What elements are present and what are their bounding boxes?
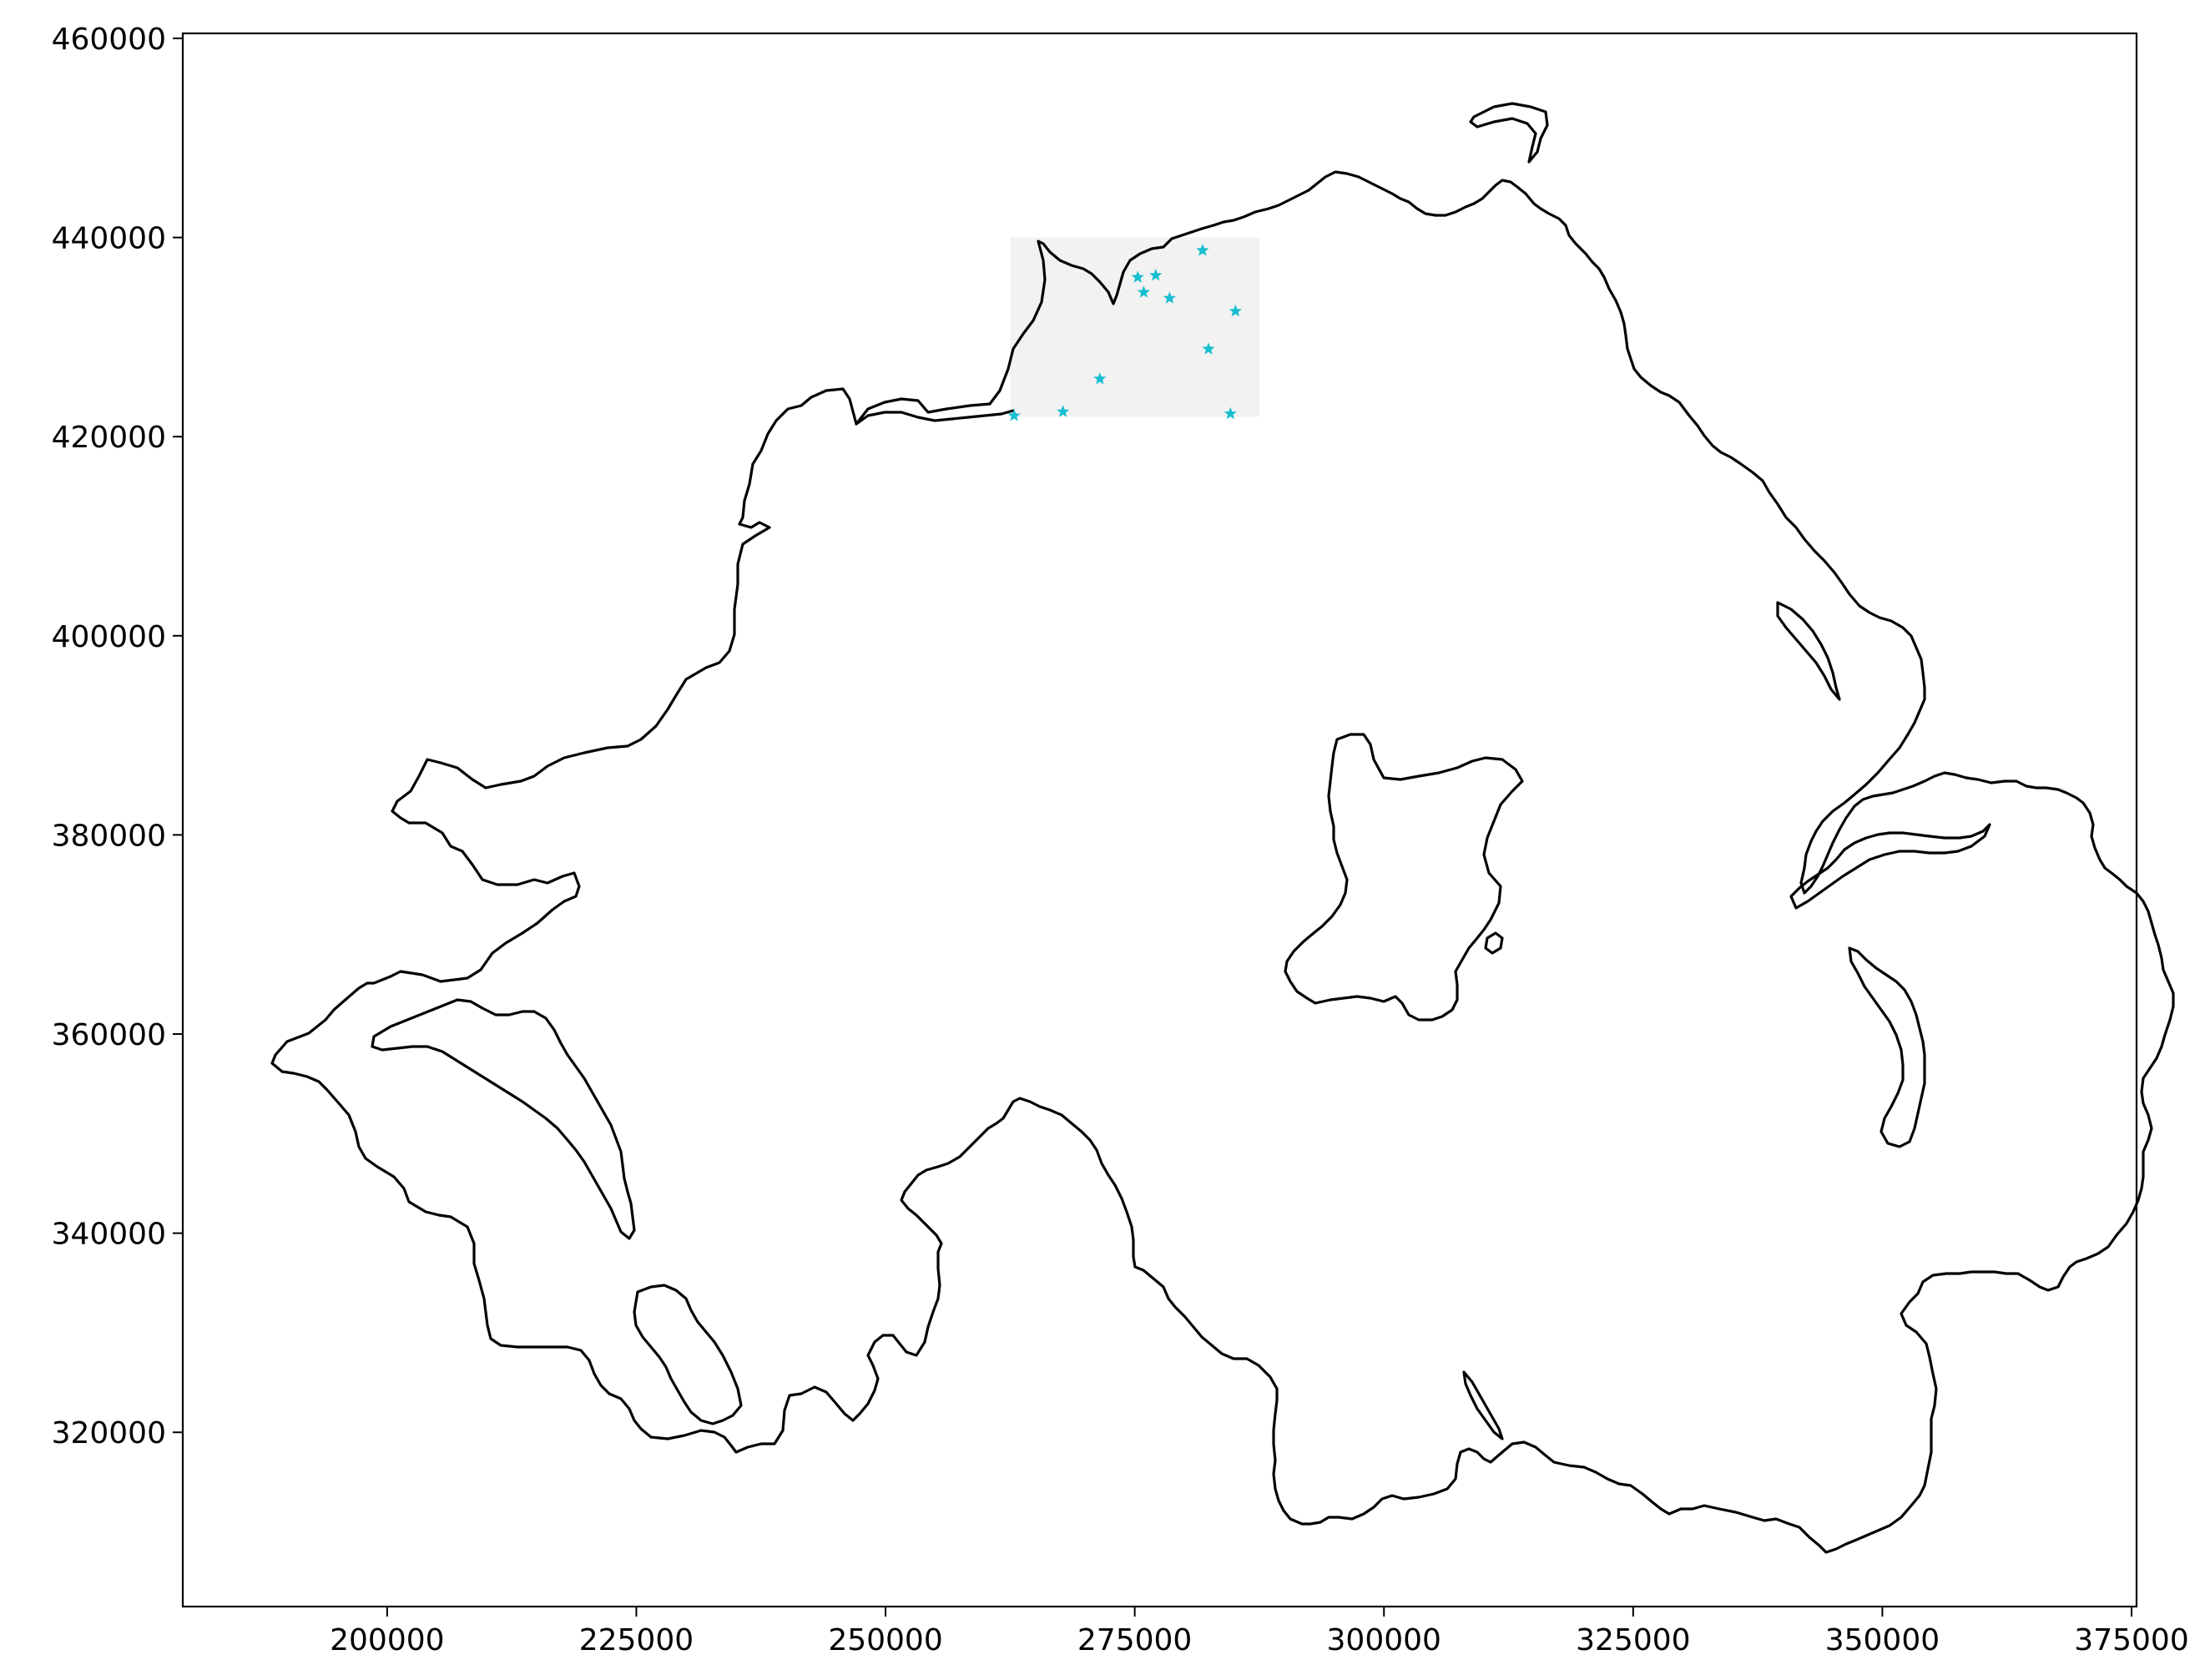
y-tick-label: 440000 xyxy=(52,222,166,256)
y-tick-label: 380000 xyxy=(52,819,166,853)
coastline-mainland xyxy=(270,170,2175,1554)
x-tick-label: 350000 xyxy=(1825,1623,1940,1657)
larne-lough xyxy=(1776,601,1841,701)
belfast-lough-shore xyxy=(1789,823,1991,910)
x-tick-label: 275000 xyxy=(1077,1623,1192,1657)
lough-foyle-shore xyxy=(855,409,1015,426)
lower-lough-erne xyxy=(371,998,636,1240)
data-point-star xyxy=(1163,291,1177,304)
y-tick-label: 460000 xyxy=(52,23,166,57)
data-point-star xyxy=(1229,304,1242,317)
x-tick-label: 325000 xyxy=(1576,1623,1690,1657)
y-tick-label: 320000 xyxy=(52,1416,166,1450)
highlight-region xyxy=(1010,237,1259,417)
data-point-star xyxy=(1137,285,1150,298)
x-tick-label: 200000 xyxy=(330,1623,444,1657)
data-point-star xyxy=(1149,268,1163,281)
x-tick-label: 375000 xyxy=(2074,1623,2188,1657)
x-tick-label: 250000 xyxy=(828,1623,942,1657)
data-point-star xyxy=(1057,405,1070,417)
x-tick-label: 225000 xyxy=(579,1623,694,1657)
x-tick-label: 300000 xyxy=(1327,1623,1441,1657)
data-point-star xyxy=(1224,406,1237,420)
coastline-rathlin-island xyxy=(1469,102,1549,164)
plot-frame xyxy=(181,32,2138,1608)
coastline-layer xyxy=(270,102,2175,1554)
y-axis: 320000 340000 360000 380000 400000 420000 4400… xyxy=(52,23,183,1450)
upper-lough-erne xyxy=(633,1284,743,1425)
data-point-star xyxy=(1202,342,1215,355)
strangford-lough xyxy=(1848,946,1926,1148)
data-point-star xyxy=(1131,270,1144,283)
highlight-region-layer xyxy=(1010,237,1259,417)
data-point-star xyxy=(1007,409,1021,421)
data-point-star xyxy=(1093,372,1107,385)
y-tick-label: 420000 xyxy=(52,421,166,455)
lough-neagh xyxy=(1284,733,1524,1022)
x-axis: 200000 225000 250000 275000 300000 325000 3500… xyxy=(330,1607,2189,1657)
point-markers-layer xyxy=(1007,244,1242,421)
data-point-star xyxy=(1196,244,1209,256)
carlingford-lough xyxy=(1462,1370,1504,1440)
y-tick-label: 360000 xyxy=(52,1018,166,1052)
lough-neagh-islet xyxy=(1484,931,1504,955)
y-tick-label: 400000 xyxy=(52,620,166,654)
y-tick-label: 340000 xyxy=(52,1218,166,1252)
